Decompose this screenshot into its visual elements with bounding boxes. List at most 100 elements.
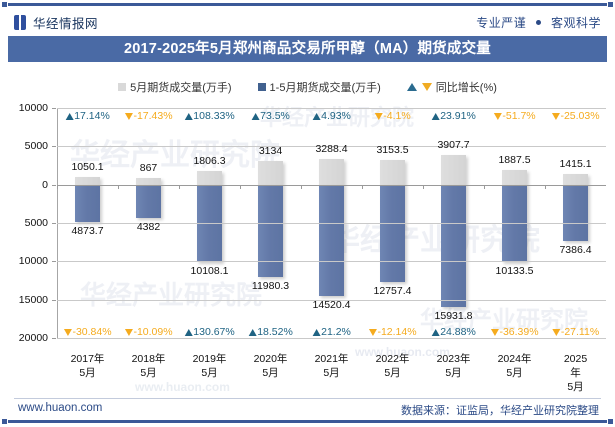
x-axis-label: 2024年 5月 [498, 352, 532, 380]
x-axis-label: 2019年 5月 [193, 352, 227, 380]
legend-item-yoy-growth: 同比增长(%) [406, 79, 497, 95]
legend-swatch-blue-icon [257, 83, 266, 91]
bar-may-volume [380, 160, 405, 185]
bar-may-volume [502, 170, 527, 185]
growth-label-jan-may: 130.67% [193, 326, 235, 338]
chart-column [118, 108, 179, 338]
arrow-down-icon [493, 112, 502, 120]
slogan-right: 客观科学 [550, 16, 601, 30]
growth-marker-may: 108.33% [184, 110, 235, 122]
legend-item-jan-may-volume: 1-5月期货成交量(万手) [257, 79, 381, 95]
x-axis-label: 2021年 5月 [315, 352, 349, 380]
site-slogan: 专业严谨 客观科学 [476, 14, 601, 31]
x-axis-label-year: 2024年 [497, 353, 532, 365]
growth-marker-jan-may: 21.2% [312, 326, 351, 338]
x-axis-label-month: 5月 [262, 367, 279, 379]
arrow-up-icon [248, 328, 257, 336]
arrow-up-icon [312, 328, 321, 336]
value-label-jan-may-volume: 12757.4 [373, 285, 412, 298]
arrow-up-icon [65, 112, 74, 120]
footer-url: www.huaon.com [18, 402, 103, 414]
value-label-may-volume: 1050.1 [71, 160, 104, 173]
arrow-up-icon [184, 112, 193, 120]
growth-marker-jan-may: -10.09% [124, 326, 173, 338]
growth-marker-may: -17.43% [124, 110, 173, 122]
x-axis-label-year: 2020年 [253, 353, 288, 365]
x-axis-label-month: 5月 [567, 381, 584, 393]
y-axis-tick-mark [52, 223, 56, 224]
arrow-down-icon [124, 328, 133, 336]
growth-label-jan-may: -12.14% [377, 326, 417, 338]
x-axis-tick-mark [118, 184, 119, 189]
value-label-jan-may-volume: 15931.8 [434, 309, 473, 322]
arrow-up-icon [251, 112, 260, 120]
x-axis-tick-mark [545, 184, 546, 189]
bar-jan-may-volume [319, 184, 344, 296]
growth-marker-jan-may: 24.88% [431, 326, 476, 338]
value-label-jan-may-volume: 4382 [136, 221, 161, 234]
gridline [57, 299, 606, 301]
x-axis-label-year: 2025年 [563, 353, 588, 379]
x-axis-label-month: 5月 [323, 367, 340, 379]
arrow-down-icon [490, 328, 499, 336]
legend-label-may-volume: 5月期货成交量(万手) [130, 82, 232, 94]
value-label-may-volume: 3288.4 [315, 143, 348, 156]
growth-marker-may: 73.5% [251, 110, 290, 122]
x-axis-label-month: 5月 [79, 367, 96, 379]
gridline [57, 223, 606, 224]
triangle-down-icon [421, 83, 432, 91]
footer-source: 数据来源：证监局，华经产业研究院整理 [401, 405, 599, 417]
growth-marker-may: -51.7% [493, 110, 536, 122]
chart-column [362, 108, 423, 338]
y-axis-tick-label: 0 [42, 178, 48, 191]
chart-plot-area: 1050.1 4873.7 17.14% -30.84% 867 4382 -17.43% -… [57, 108, 606, 339]
growth-label-may: 108.33% [193, 110, 235, 122]
growth-marker-jan-may: -36.39% [490, 326, 539, 338]
y-axis-labels: 10000 5000 0 5000 10000 15000 20000 [0, 102, 56, 344]
x-axis-tick-mark [301, 184, 302, 189]
triangle-up-icon [406, 83, 417, 91]
growth-label-may: 23.91% [440, 110, 476, 122]
arrow-up-icon [431, 328, 440, 336]
growth-marker-jan-may: -27.11% [551, 326, 600, 338]
y-axis-tick-mark [52, 338, 56, 339]
chart-legend: 5月期货成交量(万手) 1-5月期货成交量(万手) 同比增长(%) [0, 78, 615, 96]
legend-item-may-volume: 5月期货成交量(万手) [118, 79, 232, 95]
arrow-down-icon [368, 328, 377, 336]
legend-swatch-gray-icon [118, 83, 127, 91]
x-axis-label-year: 2022年 [375, 353, 410, 365]
arrow-down-icon [551, 328, 560, 336]
x-axis-tick-mark [240, 184, 241, 189]
value-label-jan-may-volume: 11980.3 [251, 279, 290, 292]
growth-label-jan-may: -10.09% [133, 326, 173, 338]
chart-column [57, 108, 118, 338]
growth-label-jan-may: -27.11% [560, 326, 600, 338]
bar-jan-may-volume [258, 184, 283, 277]
x-axis-label: 2017年 5月 [71, 352, 105, 380]
y-axis-tick-label: 15000 [18, 293, 48, 306]
x-axis-label-month: 5月 [201, 367, 218, 379]
y-axis-tick-label: 10000 [18, 102, 48, 114]
value-label-may-volume: 3153.5 [376, 144, 409, 157]
y-axis-tick-mark [52, 261, 56, 263]
bar-may-volume [258, 160, 283, 185]
y-axis-tick-mark [52, 146, 56, 148]
x-axis-label-month: 5月 [140, 367, 157, 379]
growth-marker-may: 17.14% [65, 110, 110, 122]
x-axis-tick-mark [484, 184, 485, 189]
growth-label-may: 17.14% [74, 110, 110, 122]
page-footer: www.huaon.com 数据来源：证监局，华经产业研究院整理 [0, 402, 615, 420]
value-label-jan-may-volume: 4873.7 [71, 225, 104, 238]
bar-jan-may-volume [441, 184, 466, 307]
footer-divider [14, 398, 601, 399]
x-axis-label-year: 2023年 [436, 353, 471, 365]
bar-jan-may-volume [380, 184, 405, 283]
value-label-jan-may-volume: 7386.4 [559, 244, 592, 257]
gridline [57, 261, 606, 263]
bar-jan-may-volume [75, 184, 100, 223]
growth-label-may: -25.03% [560, 110, 600, 122]
brand-logo: 华经情报网 [14, 13, 98, 32]
x-axis-tick-mark [423, 184, 424, 189]
bar-may-volume [136, 178, 161, 185]
